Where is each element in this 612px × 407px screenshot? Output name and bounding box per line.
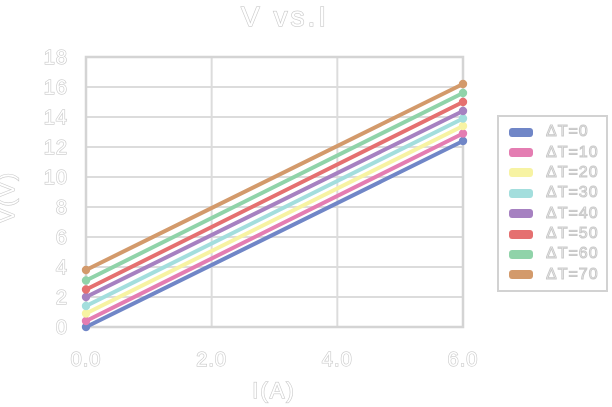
series-marker <box>81 309 91 318</box>
series-line <box>84 82 465 272</box>
x-tick-label: 6.0 <box>448 349 479 371</box>
series-marker <box>458 79 468 89</box>
y-tick-label: 16 <box>44 77 68 99</box>
legend-label: ΔT=50 <box>546 225 599 243</box>
legend-item: ΔT=0 <box>509 123 602 141</box>
legend-label: ΔT=60 <box>546 245 599 263</box>
series-line <box>84 109 465 299</box>
series-marker <box>81 301 91 311</box>
series-marker <box>81 285 91 294</box>
series-marker <box>458 136 468 146</box>
legend-label: ΔT=10 <box>546 143 599 161</box>
y-tick-label: 18 <box>44 47 68 69</box>
series-marker <box>81 292 91 302</box>
tick-layer: 0 2 4 6 8 10 12 14 16 18 0.0 2.0 4.0 6.0 <box>43 46 479 371</box>
legend-item: ΔT=20 <box>509 163 602 181</box>
plot-frame <box>84 55 465 329</box>
legend-swatch <box>509 229 533 239</box>
series-line <box>84 91 465 283</box>
legend-swatch <box>509 209 533 219</box>
x-tick-label: 2.0 <box>196 349 227 371</box>
series-marker <box>81 276 91 285</box>
series-layer <box>81 79 468 332</box>
series-marker <box>458 106 468 116</box>
x-axis-label: I(A) <box>252 378 295 403</box>
series-marker <box>81 316 91 326</box>
legend-swatch <box>509 270 533 280</box>
legend-item: ΔT=50 <box>509 225 602 243</box>
legend-item: ΔT=10 <box>509 143 602 161</box>
y-tick-label: 2 <box>56 287 68 309</box>
y-axis-label: V(V) <box>0 171 19 223</box>
legend-label: ΔT=0 <box>546 123 589 141</box>
y-tick-label: 10 <box>44 167 68 189</box>
legend-item: ΔT=60 <box>509 245 602 263</box>
y-tick-label: 12 <box>44 137 68 159</box>
y-tick-label: 4 <box>56 257 68 279</box>
series-line <box>84 100 465 292</box>
legend-item: ΔT=70 <box>509 265 602 283</box>
series-line <box>84 139 465 329</box>
legend-label: ΔT=70 <box>546 265 599 283</box>
legend-label: ΔT=40 <box>546 204 599 222</box>
legend-box: ΔT=0 ΔT=10 ΔT=20 ΔT=30 ΔT=40 ΔT=50 ΔT=60 ΔT=70 <box>497 115 608 292</box>
legend-swatch <box>509 188 533 198</box>
chart-title: V vs.I <box>241 1 329 32</box>
legend-swatch <box>509 148 533 158</box>
y-tick-label: 6 <box>56 227 68 249</box>
series-marker <box>81 322 91 332</box>
series-marker <box>458 88 468 98</box>
series-marker <box>81 265 91 275</box>
x-tick-label: 4.0 <box>322 349 353 371</box>
series-marker <box>458 97 468 107</box>
x-tick-label: 0.0 <box>71 349 102 371</box>
series-line <box>84 124 465 316</box>
y-tick-label: 0 <box>56 317 68 339</box>
series-marker <box>458 129 468 138</box>
y-tick-label: 8 <box>56 197 68 219</box>
legend-label: ΔT=30 <box>546 184 599 202</box>
series-marker <box>458 121 468 131</box>
y-tick-label: 14 <box>44 107 68 129</box>
legend-label: ΔT=20 <box>546 163 599 181</box>
legend-item: ΔT=30 <box>509 184 602 202</box>
legend-swatch <box>509 168 533 178</box>
legend-item: ΔT=40 <box>509 204 602 222</box>
series-line <box>84 131 465 323</box>
series-marker <box>458 114 468 123</box>
legend-swatch <box>509 249 533 259</box>
series-line <box>84 116 465 308</box>
legend-swatch <box>509 127 533 137</box>
